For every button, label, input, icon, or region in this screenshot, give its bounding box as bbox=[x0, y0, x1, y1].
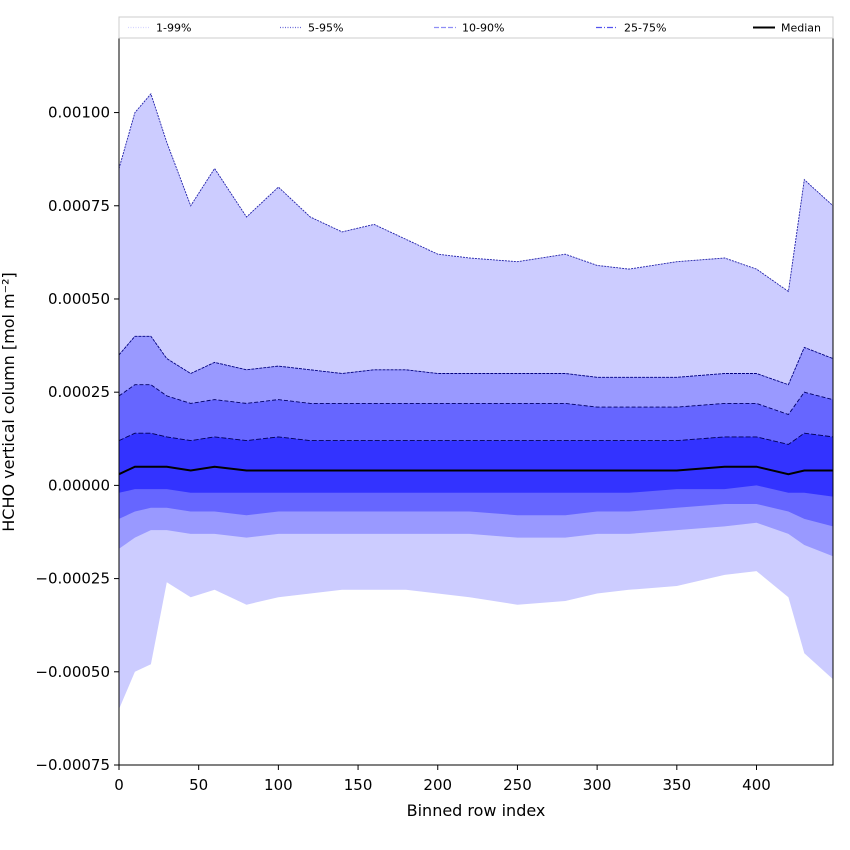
y-tick-label: 0.00050 bbox=[48, 290, 110, 308]
x-tick-label: 150 bbox=[344, 776, 373, 794]
legend: 1-99% 5-95% 10-90% 25-75% Median bbox=[118, 16, 834, 39]
x-tick-label: 250 bbox=[503, 776, 532, 794]
band-edge-3 bbox=[118, 432, 834, 445]
legend-label: 10-90% bbox=[462, 22, 504, 35]
y-tick-label: −0.00075 bbox=[35, 756, 110, 774]
y-axis-label: HCHO vertical column [mol m⁻²] bbox=[0, 272, 18, 531]
x-axis-label: Binned row index bbox=[407, 801, 546, 820]
legend-label: 5-95% bbox=[308, 22, 343, 35]
y-axis: −0.00075 −0.00050 −0.00025 0.00000 0.00025 0.… bbox=[35, 104, 119, 774]
legend-box bbox=[118, 16, 834, 39]
x-tick-label: 100 bbox=[264, 776, 293, 794]
band-edge-0 bbox=[118, 92, 834, 293]
legend-label: 25-75% bbox=[624, 22, 666, 35]
y-tick-label: −0.00050 bbox=[35, 663, 110, 681]
y-tick-label: 0.00100 bbox=[48, 104, 110, 122]
x-axis: 0 50 100 150 200 250 300 350 400 bbox=[114, 765, 771, 794]
x-tick-label: 0 bbox=[114, 776, 124, 794]
x-tick-label: 200 bbox=[423, 776, 452, 794]
y-tick-label: −0.00025 bbox=[35, 570, 110, 588]
percentile-bands bbox=[119, 93, 833, 710]
x-tick-label: 300 bbox=[583, 776, 612, 794]
y-tick-label: 0.00075 bbox=[48, 197, 110, 215]
percentile-lines bbox=[118, 92, 834, 476]
y-tick-label: 0.00025 bbox=[48, 383, 110, 401]
x-tick-label: 50 bbox=[189, 776, 208, 794]
y-tick-label: 0.00000 bbox=[48, 476, 110, 494]
legend-label: 1-99% bbox=[156, 22, 191, 35]
legend-label: Median bbox=[781, 22, 821, 35]
band-3 bbox=[119, 433, 833, 497]
x-tick-label: 400 bbox=[742, 776, 771, 794]
median-line bbox=[118, 465, 833, 476]
x-tick-label: 350 bbox=[662, 776, 691, 794]
band-edge-2 bbox=[118, 384, 834, 416]
